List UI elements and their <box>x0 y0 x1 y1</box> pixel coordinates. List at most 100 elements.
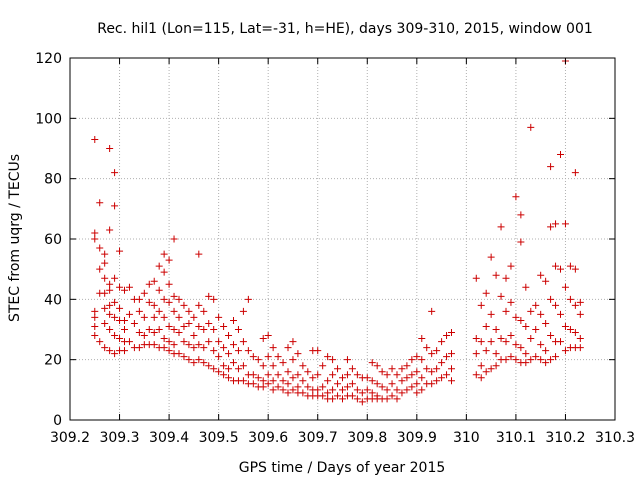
data-point <box>547 356 555 364</box>
data-point <box>264 332 272 340</box>
data-points <box>91 57 584 406</box>
data-point <box>566 262 574 270</box>
x-tick-label: 310.2 <box>545 430 585 446</box>
data-point <box>150 313 158 321</box>
data-point <box>552 301 560 309</box>
data-point <box>121 326 128 333</box>
data-point <box>314 371 322 379</box>
data-point <box>279 377 287 385</box>
data-point <box>165 322 173 330</box>
data-point <box>358 389 366 397</box>
data-point <box>225 332 233 340</box>
data-point <box>487 338 495 346</box>
data-point <box>378 368 386 376</box>
data-point <box>200 359 208 367</box>
data-point <box>160 344 168 352</box>
data-point <box>393 386 401 394</box>
data-point <box>348 392 356 400</box>
data-point <box>492 326 500 333</box>
data-point <box>334 380 342 388</box>
data-point <box>507 353 515 361</box>
data-point <box>557 151 564 159</box>
data-point <box>552 220 560 228</box>
data-point <box>443 353 451 361</box>
data-point <box>160 335 168 343</box>
data-point <box>557 338 564 346</box>
data-point <box>334 365 342 373</box>
data-point <box>225 365 233 373</box>
data-point <box>106 145 114 152</box>
data-point <box>438 359 446 367</box>
data-point <box>96 199 104 207</box>
data-point <box>477 362 485 370</box>
data-point <box>91 307 99 315</box>
data-point <box>304 383 312 391</box>
data-point <box>140 289 148 297</box>
data-point <box>145 298 153 306</box>
data-point <box>106 286 114 294</box>
data-point <box>225 350 233 358</box>
data-point <box>502 274 510 282</box>
data-point <box>368 377 376 385</box>
data-point <box>125 310 133 318</box>
x-tick-label: 309.2 <box>50 430 90 446</box>
data-point <box>190 344 198 352</box>
axis-ticks <box>69 57 616 421</box>
data-point <box>482 347 490 355</box>
data-point <box>279 386 287 394</box>
data-point <box>517 316 525 324</box>
data-point <box>329 356 337 364</box>
data-point <box>230 316 237 324</box>
data-point <box>111 313 119 321</box>
data-point <box>135 307 143 315</box>
data-point <box>111 298 119 306</box>
data-point <box>393 395 401 403</box>
data-point <box>353 395 361 403</box>
data-point <box>170 235 178 243</box>
data-point <box>517 238 525 246</box>
data-point <box>101 319 109 327</box>
data-point <box>101 304 109 312</box>
x-tick-label: 310 <box>453 430 480 446</box>
y-tick-label: 0 <box>53 413 62 429</box>
data-point <box>571 265 579 273</box>
data-point <box>284 344 292 352</box>
data-point <box>482 368 490 376</box>
data-point <box>299 362 307 370</box>
data-point <box>552 353 560 361</box>
data-point <box>561 283 569 291</box>
data-point <box>403 386 411 394</box>
data-point <box>230 359 237 367</box>
data-point <box>190 359 198 367</box>
data-point <box>289 386 297 394</box>
data-point <box>561 220 569 228</box>
x-tick-label: 309.5 <box>199 430 239 446</box>
data-point <box>106 301 114 309</box>
data-point <box>487 365 495 373</box>
data-point <box>106 347 114 355</box>
data-point <box>116 335 124 343</box>
data-point <box>160 250 168 258</box>
data-point <box>477 338 485 346</box>
data-point <box>487 310 495 318</box>
data-point <box>388 380 396 388</box>
data-point <box>269 362 277 370</box>
y-tick-label: 80 <box>44 172 62 188</box>
data-point <box>155 286 163 294</box>
data-point <box>150 341 158 349</box>
data-point <box>378 383 386 391</box>
data-point <box>215 338 223 346</box>
data-point <box>423 344 431 352</box>
data-point <box>343 371 351 379</box>
data-point <box>497 292 505 300</box>
data-point <box>348 365 356 373</box>
data-point <box>561 322 569 330</box>
data-point <box>343 383 351 391</box>
y-tick-label: 20 <box>44 353 62 369</box>
data-point <box>106 280 114 288</box>
data-point <box>200 344 208 352</box>
data-point <box>576 335 584 343</box>
data-point <box>259 377 267 385</box>
data-point <box>215 368 223 376</box>
data-point <box>388 392 396 400</box>
